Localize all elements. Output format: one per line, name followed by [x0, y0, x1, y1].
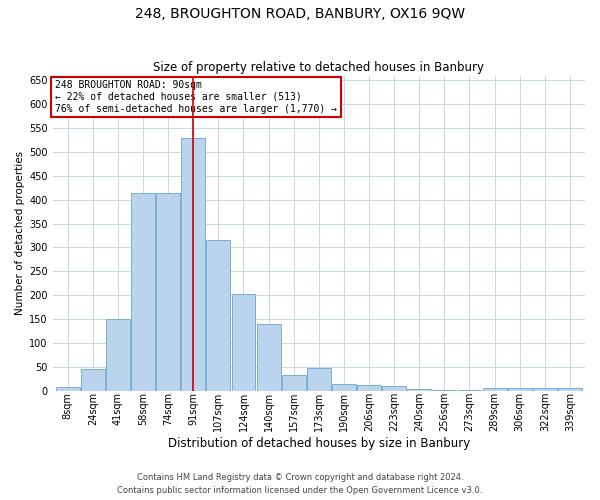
Bar [407, 389, 431, 390]
Bar [106, 319, 130, 390]
Bar [558, 388, 582, 390]
Bar [232, 294, 256, 390]
Bar [181, 138, 205, 390]
Text: 248, BROUGHTON ROAD, BANBURY, OX16 9QW: 248, BROUGHTON ROAD, BANBURY, OX16 9QW [135, 8, 465, 22]
Bar [131, 192, 155, 390]
Bar [307, 368, 331, 390]
Title: Size of property relative to detached houses in Banbury: Size of property relative to detached ho… [154, 62, 484, 74]
Bar [382, 386, 406, 390]
Text: Contains HM Land Registry data © Crown copyright and database right 2024.
Contai: Contains HM Land Registry data © Crown c… [118, 474, 482, 495]
Text: 248 BROUGHTON ROAD: 90sqm
← 22% of detached houses are smaller (513)
76% of semi: 248 BROUGHTON ROAD: 90sqm ← 22% of detac… [55, 80, 337, 114]
Y-axis label: Number of detached properties: Number of detached properties [15, 151, 25, 315]
Bar [357, 385, 381, 390]
Bar [508, 388, 532, 390]
Bar [332, 384, 356, 390]
Bar [56, 387, 80, 390]
Bar [533, 388, 557, 390]
X-axis label: Distribution of detached houses by size in Banbury: Distribution of detached houses by size … [168, 437, 470, 450]
Bar [257, 324, 281, 390]
Bar [81, 369, 105, 390]
Bar [282, 375, 305, 390]
Bar [156, 192, 180, 390]
Bar [482, 388, 506, 390]
Bar [206, 240, 230, 390]
